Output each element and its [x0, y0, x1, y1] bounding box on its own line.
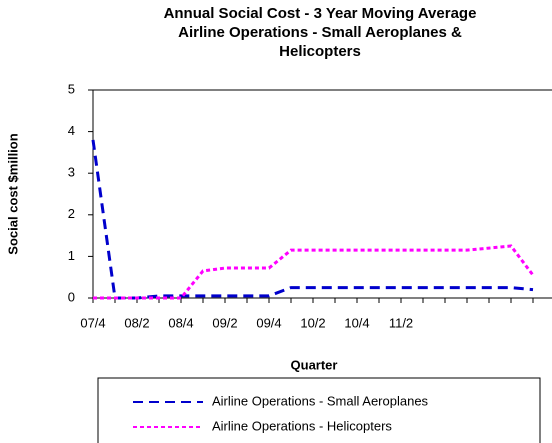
series-line	[93, 244, 535, 300]
legend	[97, 377, 541, 443]
x-tick-label: 10/4	[344, 315, 369, 330]
y-tick-label: 2	[68, 206, 75, 221]
plot-area	[92, 89, 552, 299]
x-tick-label: 07/4	[80, 315, 105, 330]
x-tick-label: 09/4	[256, 315, 281, 330]
legend-label: Airline Operations - Small Aeroplanes	[212, 393, 429, 408]
y-tick-label: 0	[68, 289, 75, 304]
series-line	[91, 139, 534, 300]
x-tick-label: 08/2	[124, 315, 149, 330]
chart-title: Annual Social Cost - 3 Year Moving Avera…	[164, 5, 477, 22]
y-tick-label: 4	[68, 123, 75, 138]
x-tick-label: 09/2	[212, 315, 237, 330]
legend-label: Airline Operations - Helicopters	[212, 418, 392, 433]
y-tick-label: 3	[68, 165, 75, 180]
y-axis-title: Social cost $million	[5, 133, 20, 254]
x-axis-title: Quarter	[291, 357, 338, 372]
y-tick-label: 1	[68, 248, 75, 263]
y-tick-label: 5	[68, 81, 75, 96]
chart-title: Helicopters	[279, 43, 361, 60]
x-tick-label: 08/4	[168, 315, 193, 330]
x-tick-label: 11/2	[389, 315, 413, 330]
x-tick-label: 10/2	[300, 315, 325, 330]
chart-title: Airline Operations - Small Aeroplanes &	[178, 24, 462, 41]
